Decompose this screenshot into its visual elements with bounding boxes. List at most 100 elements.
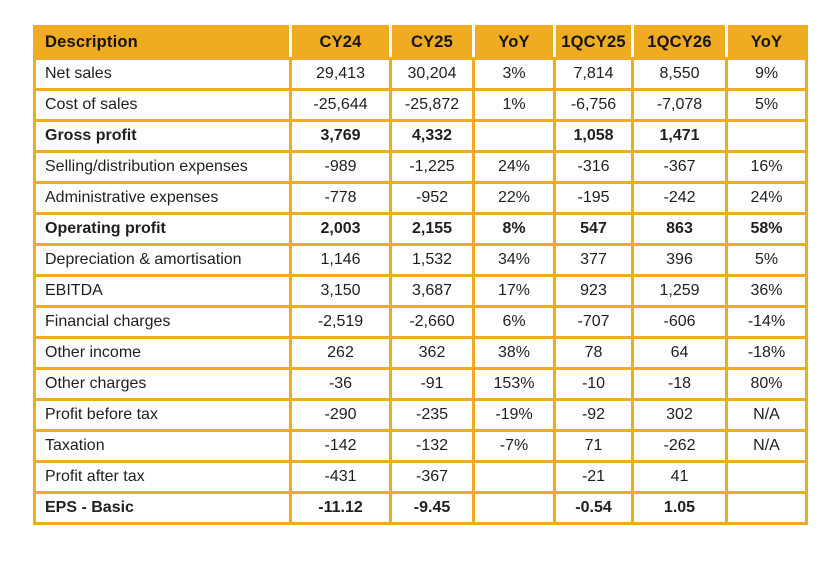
value-cell: 80% (725, 367, 808, 401)
row-label: Other income (33, 336, 292, 370)
value-cell: 3% (472, 57, 556, 91)
row-label: Profit before tax (33, 398, 292, 432)
value-cell: -14% (725, 305, 808, 339)
value-cell: 1,259 (631, 274, 728, 308)
value-cell: -19% (472, 398, 556, 432)
value-cell: -989 (289, 150, 392, 184)
value-cell: -707 (553, 305, 634, 339)
value-cell: -132 (389, 429, 475, 463)
row-label-text: Other income (45, 344, 142, 361)
value-cell: -11.12 (289, 491, 392, 525)
value-cell: 153% (472, 367, 556, 401)
value-cell: -316 (553, 150, 634, 184)
value-cell: 16% (725, 150, 808, 184)
value-cell: -1,225 (389, 150, 475, 184)
table-row: Depreciation & amortisation 1,146 1,532 34%… (33, 243, 808, 277)
value-cell: 9% (725, 57, 808, 91)
value-cell: 362 (389, 336, 475, 370)
row-label: EPS - Basic (33, 491, 292, 525)
value-cell: 3,150 (289, 274, 392, 308)
table-row: Profit after tax -431 -367 -21 41 (33, 460, 808, 494)
row-label-text: Operating profit (45, 220, 166, 237)
table-row: Gross profit 3,769 4,332 1,058 1,471 (33, 119, 808, 153)
value-cell: -142 (289, 429, 392, 463)
table-row: Cost of sales -25,644 -25,872 1% -6,756 -7,07… (33, 88, 808, 122)
header-row: Description CY24 CY25 YoY 1QCY25 1QCY26 YoY (33, 26, 808, 60)
value-cell: -952 (389, 181, 475, 215)
table-row: Taxation -142 -132 -7% 71 -262 N/A (33, 429, 808, 463)
value-cell: 1,471 (631, 119, 728, 153)
value-cell (725, 119, 808, 153)
value-cell: 1,146 (289, 243, 392, 277)
value-cell: 4,332 (389, 119, 475, 153)
value-cell: -18 (631, 367, 728, 401)
table-row: EPS - Basic -11.12 -9.45 -0.54 1.05 (33, 491, 808, 525)
value-cell: -431 (289, 460, 392, 494)
row-label-text: Taxation (45, 437, 105, 454)
row-label-text: Profit after tax (45, 468, 145, 485)
value-cell: 377 (553, 243, 634, 277)
financial-results-table-container: Description CY24 CY25 YoY 1QCY25 1QCY26 YoY Ne… (33, 25, 808, 525)
header-cell: YoY (725, 26, 808, 60)
row-label-text: Cost of sales (45, 96, 138, 113)
value-cell: 2,003 (289, 212, 392, 246)
value-cell: 863 (631, 212, 728, 246)
row-label-text: Profit before tax (45, 406, 158, 423)
value-cell: 29,413 (289, 57, 392, 91)
value-cell: 78 (553, 336, 634, 370)
value-cell (472, 491, 556, 525)
value-cell: -18% (725, 336, 808, 370)
row-label-text: Gross profit (45, 127, 137, 144)
value-cell: -6,756 (553, 88, 634, 122)
row-label: Operating profit (33, 212, 292, 246)
value-cell: 547 (553, 212, 634, 246)
row-label: Gross profit (33, 119, 292, 153)
header-cell: YoY (472, 26, 556, 60)
table-body: Net sales 29,413 30,204 3% 7,814 8,550 9% Cost … (33, 57, 808, 525)
row-label: EBITDA (33, 274, 292, 308)
row-label: Other charges (33, 367, 292, 401)
row-label: Selling/distribution expenses (33, 150, 292, 184)
value-cell: 2,155 (389, 212, 475, 246)
row-label-text: Selling/distribution expenses (45, 158, 248, 175)
value-cell: -2,519 (289, 305, 392, 339)
value-cell: -21 (553, 460, 634, 494)
value-cell: 7,814 (553, 57, 634, 91)
value-cell: -25,644 (289, 88, 392, 122)
value-cell: 262 (289, 336, 392, 370)
value-cell: 8% (472, 212, 556, 246)
value-cell: -25,872 (389, 88, 475, 122)
value-cell: -0.54 (553, 491, 634, 525)
value-cell: -92 (553, 398, 634, 432)
value-cell: 24% (472, 150, 556, 184)
value-cell: N/A (725, 398, 808, 432)
table-row: Operating profit 2,003 2,155 8% 547 863 58% (33, 212, 808, 246)
table-row: Administrative expenses -778 -952 22% -195 -2… (33, 181, 808, 215)
table-row: EBITDA 3,150 3,687 17% 923 1,259 36% (33, 274, 808, 308)
table-row: Profit before tax -290 -235 -19% -92 302 N/A (33, 398, 808, 432)
value-cell: N/A (725, 429, 808, 463)
row-label-text: EBITDA (45, 282, 103, 299)
value-cell: 30,204 (389, 57, 475, 91)
value-cell (725, 491, 808, 525)
header-cell: 1QCY25 (553, 26, 634, 60)
row-label-text: Administrative expenses (45, 189, 219, 206)
row-label-text: Other charges (45, 375, 147, 392)
value-cell: 923 (553, 274, 634, 308)
row-label-text: EPS - Basic (45, 499, 134, 516)
table-row: Other income 262 362 38% 78 64 -18% (33, 336, 808, 370)
value-cell: 3,769 (289, 119, 392, 153)
value-cell: 34% (472, 243, 556, 277)
row-label: Administrative expenses (33, 181, 292, 215)
value-cell: -36 (289, 367, 392, 401)
value-cell: -2,660 (389, 305, 475, 339)
value-cell: 5% (725, 243, 808, 277)
value-cell: 36% (725, 274, 808, 308)
value-cell: 8,550 (631, 57, 728, 91)
row-label: Profit after tax (33, 460, 292, 494)
value-cell: -7,078 (631, 88, 728, 122)
row-label: Taxation (33, 429, 292, 463)
value-cell: 17% (472, 274, 556, 308)
value-cell (725, 460, 808, 494)
value-cell: -242 (631, 181, 728, 215)
